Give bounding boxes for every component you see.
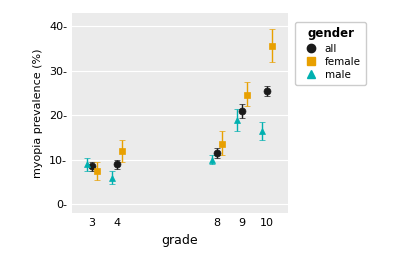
Y-axis label: myopia prevalence (%): myopia prevalence (%): [34, 48, 44, 178]
Legend: all, female, male: all, female, male: [295, 22, 366, 85]
X-axis label: grade: grade: [162, 234, 198, 247]
